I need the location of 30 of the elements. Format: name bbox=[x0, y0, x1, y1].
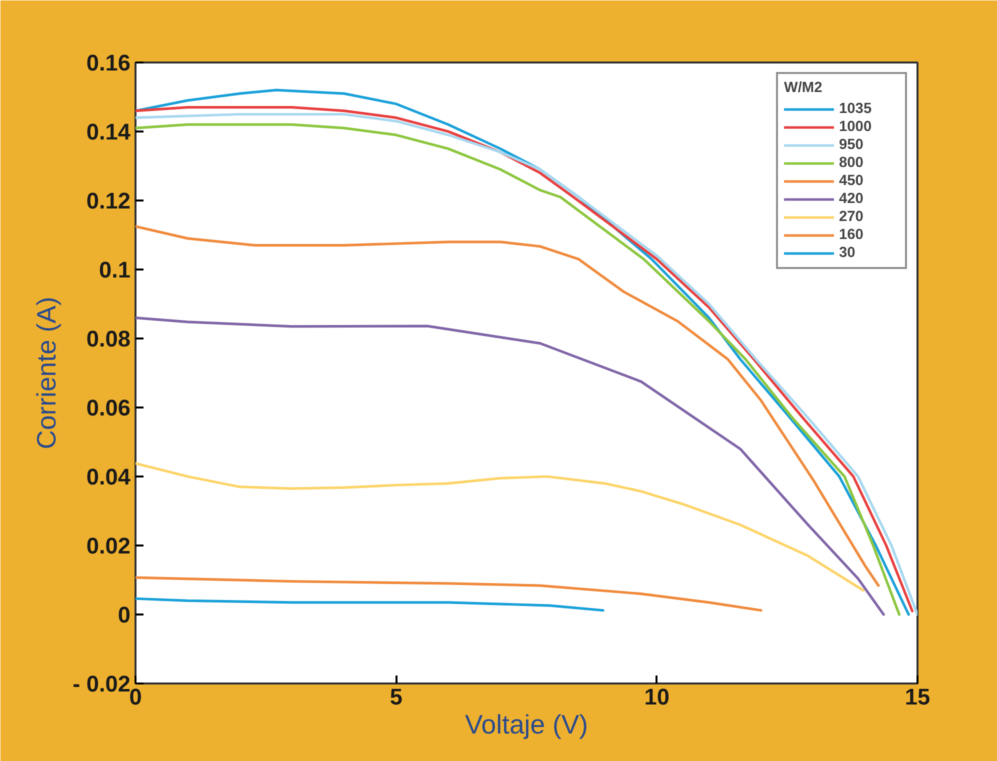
y-tick-label: 0.12 bbox=[86, 188, 131, 214]
legend-label: 1035 bbox=[839, 101, 873, 117]
line-series bbox=[136, 225, 880, 587]
y-tick-label: 0.02 bbox=[86, 532, 131, 558]
y-tick-label: 0.16 bbox=[86, 50, 131, 76]
line-series bbox=[136, 576, 762, 612]
line-series bbox=[136, 316, 885, 616]
y-tick-label: 0.1 bbox=[99, 256, 131, 282]
legend-label: 270 bbox=[839, 209, 864, 225]
y-tick-label: 0.04 bbox=[86, 464, 131, 490]
y-tick-label: - 0.02 bbox=[72, 670, 131, 696]
legend-label: 800 bbox=[839, 155, 864, 171]
x-tick-label: 5 bbox=[390, 684, 402, 710]
x-tick-label: 10 bbox=[644, 684, 670, 710]
line-series bbox=[136, 462, 865, 592]
y-axis-title: Corriente (A) bbox=[32, 296, 62, 450]
x-axis-title: Voltaje (V) bbox=[465, 710, 588, 740]
legend-title: W/M2 bbox=[784, 80, 824, 96]
y-tick-label: 0.06 bbox=[86, 394, 131, 420]
line-series bbox=[136, 597, 604, 612]
legend-label: 450 bbox=[839, 173, 864, 189]
legend-label: 950 bbox=[839, 137, 864, 153]
x-tick-label: 15 bbox=[904, 684, 930, 710]
legend-label: 30 bbox=[839, 245, 856, 261]
legend-label: 160 bbox=[839, 227, 864, 243]
y-tick-label: 0.08 bbox=[86, 326, 131, 352]
y-tick-label: 0 bbox=[118, 602, 131, 628]
legend-label: 420 bbox=[839, 191, 864, 207]
legend-label: 1000 bbox=[839, 119, 873, 135]
y-tick-label: 0.14 bbox=[86, 118, 131, 144]
